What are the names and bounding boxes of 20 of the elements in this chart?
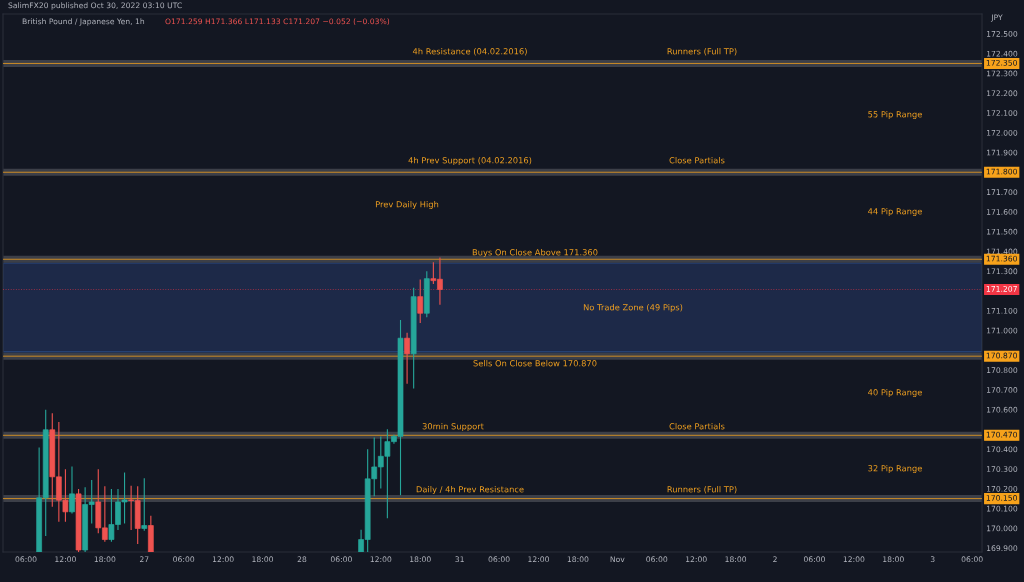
annotation: 32 Pip Range (868, 464, 922, 474)
annotation: Close Partials (669, 156, 725, 164)
annotation: Runners (Full TP) (667, 485, 737, 494)
annotation: 55 Pip Range (868, 110, 922, 120)
annotation: 40 Pip Range (868, 388, 922, 398)
candlestick (141, 478, 148, 531)
annotation: Runners (Full TP) (667, 47, 737, 56)
annotation: 4h Prev Support (04.02.2016) (408, 156, 532, 166)
annotation: Close Partials (669, 422, 725, 430)
annotation: 4h Resistance (04.02.2016) (412, 47, 527, 56)
annotation: Buys On Close Above 171.360 (472, 248, 598, 258)
candlestick (404, 332, 410, 384)
annotation: Sells On Close Below 170.870 (473, 359, 597, 367)
annotation: Prev Daily High (375, 200, 439, 210)
candlestick (417, 279, 424, 324)
annotation: Daily / 4h Prev Resistance (416, 485, 524, 495)
annotation: No Trade Zone (49 Pips) (583, 303, 683, 313)
annotation: 30min Support (422, 422, 484, 432)
candlestick (69, 466, 75, 514)
annotation: 44 Pip Range (868, 207, 922, 217)
